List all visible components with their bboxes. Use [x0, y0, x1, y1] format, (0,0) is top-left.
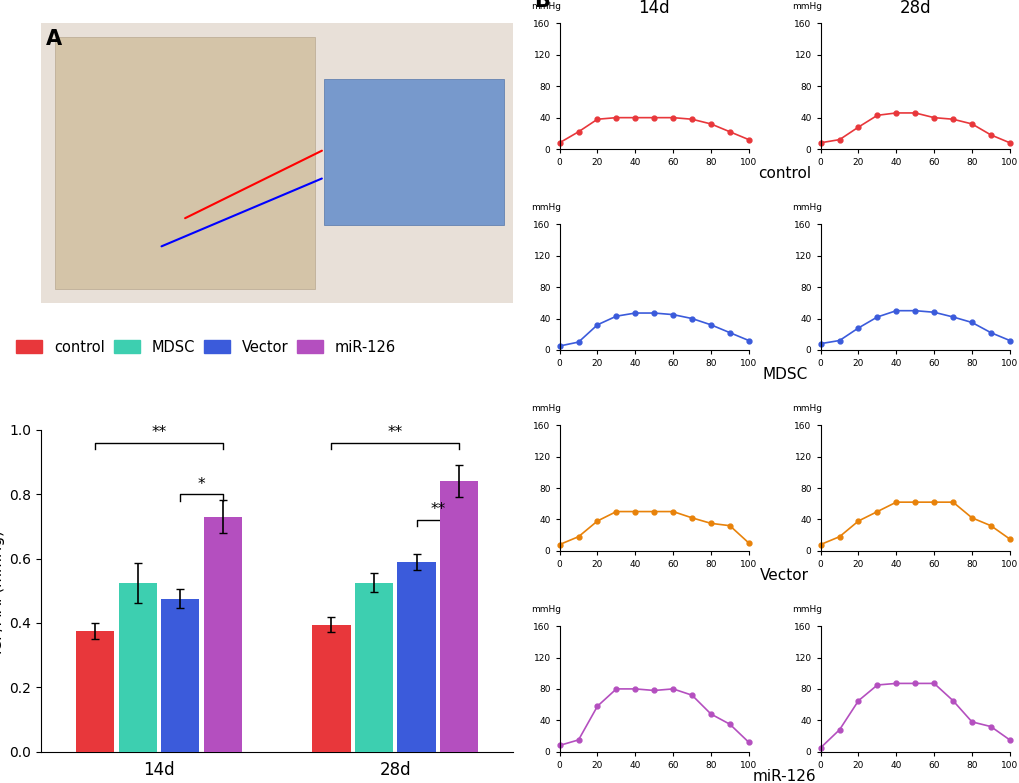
Text: **: **: [151, 425, 166, 440]
Bar: [355, 583, 392, 752]
Text: control: control: [757, 166, 810, 182]
Bar: [312, 625, 351, 752]
Text: *: *: [198, 477, 205, 492]
Text: mmHg: mmHg: [792, 203, 821, 212]
Text: Vector: Vector: [759, 568, 808, 583]
Text: mmHg: mmHg: [531, 203, 560, 212]
Text: 28d: 28d: [899, 0, 930, 17]
Text: miR-126: miR-126: [752, 769, 816, 783]
Text: mmHg: mmHg: [792, 604, 821, 614]
Y-axis label: ICP/MAP(mmHg): ICP/MAP(mmHg): [0, 529, 3, 653]
Text: MDSC: MDSC: [761, 367, 807, 382]
Bar: [397, 561, 435, 752]
Text: mmHg: mmHg: [531, 404, 560, 413]
Bar: [76, 631, 114, 752]
Text: A: A: [46, 29, 61, 49]
Text: mmHg: mmHg: [531, 2, 560, 11]
Text: mmHg: mmHg: [792, 404, 821, 413]
Bar: [439, 482, 478, 752]
Bar: [204, 517, 242, 752]
FancyBboxPatch shape: [41, 23, 513, 303]
Text: 14d: 14d: [638, 0, 669, 17]
Text: mmHg: mmHg: [531, 604, 560, 614]
Text: mmHg: mmHg: [792, 2, 821, 11]
Bar: [118, 583, 157, 752]
FancyBboxPatch shape: [55, 38, 315, 290]
Legend: control, MDSC, Vector, miR-126: control, MDSC, Vector, miR-126: [10, 334, 401, 361]
Text: **: **: [430, 503, 445, 518]
FancyBboxPatch shape: [324, 79, 503, 225]
Bar: [161, 599, 199, 752]
Text: B: B: [534, 0, 549, 11]
Text: **: **: [387, 425, 403, 440]
